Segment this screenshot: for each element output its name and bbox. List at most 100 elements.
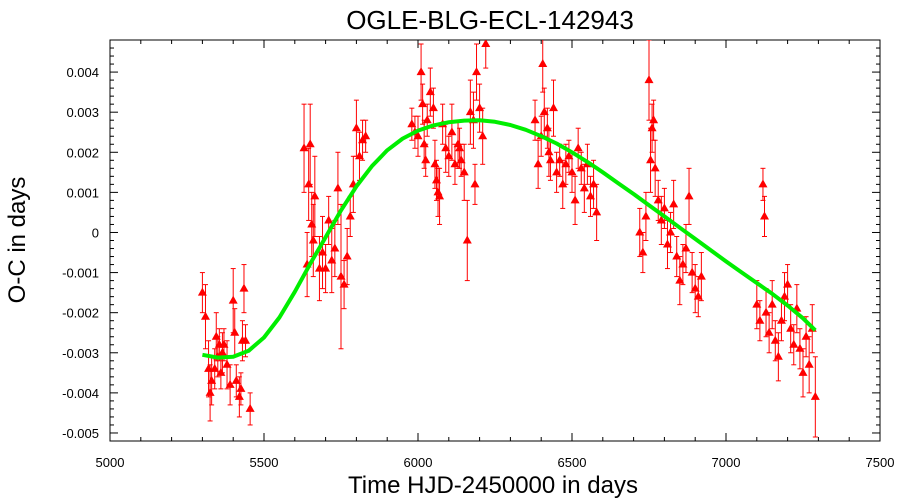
data-point-triangle [430, 159, 440, 168]
data-point-triangle [810, 391, 820, 400]
data-point-triangle [304, 179, 314, 188]
y-axis-label: O-C in days [4, 177, 31, 304]
data-point-triangle [333, 183, 343, 192]
data-point-triangle [555, 155, 565, 164]
data-point-triangle [678, 259, 688, 268]
data-point-triangle [299, 143, 309, 152]
data-point-triangle [318, 247, 328, 256]
data-point-triangle [801, 331, 811, 340]
data-point-triangle [425, 87, 435, 96]
y-tick-label: 0.001 [66, 185, 99, 200]
x-tick-label: 5500 [250, 455, 279, 470]
data-point-triangle [549, 103, 559, 112]
y-tick-label: -0.001 [62, 266, 99, 281]
data-point-triangle [314, 263, 324, 272]
data-point-triangle [441, 143, 451, 152]
data-point-triangle [773, 351, 783, 360]
data-point-triangle [354, 151, 364, 160]
data-point-triangle [336, 271, 346, 280]
data-point-triangle [542, 123, 552, 132]
data-point-triangle [776, 315, 786, 324]
data-point-triangle [310, 191, 320, 200]
fit-curve-group [202, 118, 817, 360]
data-point-triangle [758, 179, 768, 188]
data-point-triangle [558, 179, 568, 188]
data-point-triangle [205, 387, 215, 396]
data-point-triangle [567, 167, 577, 176]
data-point-triangle [339, 279, 349, 288]
chart-title: OGLE-BLG-ECL-142943 [346, 5, 634, 35]
data-point-triangle [231, 375, 241, 384]
data-point-triangle [305, 139, 315, 148]
data-point-triangle [669, 199, 679, 208]
data-point-triangle [222, 359, 232, 368]
x-tick-label: 5000 [96, 455, 125, 470]
data-point-triangle [561, 159, 571, 168]
data-point-triangle [236, 383, 246, 392]
data-point-triangle [767, 299, 777, 308]
data-point-triangle [462, 235, 472, 244]
x-tick-label: 6500 [558, 455, 587, 470]
data-point-triangle [459, 167, 469, 176]
data-point-triangle [666, 227, 676, 236]
data-point-triangle [783, 279, 793, 288]
data-point-triangle [635, 227, 645, 236]
data-point-triangle [653, 195, 663, 204]
data-point-triangle [422, 115, 432, 124]
data-point-triangle [200, 311, 210, 320]
data-point-triangle [659, 203, 669, 212]
data-point-triangle [760, 211, 769, 220]
y-axis: -0.005 -0.004 -0.003 -0.002 -0.001 0 0.001 0.00… [62, 39, 880, 442]
data-point-triangle [444, 151, 454, 160]
data-point-triangle [345, 211, 355, 220]
data-point-triangle [217, 347, 227, 356]
data-point-triangle [358, 135, 368, 144]
data-point-triangle [435, 191, 445, 200]
data-point-triangle [234, 391, 244, 400]
data-point-triangle [216, 367, 226, 376]
data-point-triangle [478, 131, 488, 140]
fit-curve [202, 118, 817, 360]
x-tick-label: 7000 [712, 455, 741, 470]
y-tick-label: 0.003 [66, 105, 99, 120]
data-point-triangle [650, 163, 660, 172]
data-point-triangle [239, 283, 249, 292]
data-point-triangle [780, 291, 790, 300]
data-point-triangle [407, 119, 417, 128]
data-point-triangle [538, 59, 548, 68]
data-point-triangle [219, 339, 229, 348]
data-point-triangle [533, 159, 543, 168]
data-point-triangle [456, 155, 466, 164]
y-tick-label: -0.004 [62, 386, 99, 401]
y-tick-label: 0 [92, 225, 99, 240]
error-bars [199, 40, 818, 438]
data-point-triangle [475, 103, 485, 112]
data-point-triangle [693, 291, 703, 300]
data-point-triangle [690, 283, 700, 292]
x-tick-label: 7500 [866, 455, 895, 470]
x-tick-label: 6000 [404, 455, 433, 470]
data-point-triangle [197, 287, 207, 296]
data-point-triangle [675, 275, 685, 284]
data-point-triangle [589, 179, 599, 188]
data-point-triangle [544, 147, 554, 156]
data-point-triangle [230, 327, 240, 336]
y-tick-label: 0.002 [66, 145, 99, 160]
data-point-triangle [770, 335, 780, 344]
data-point-triangle [413, 131, 423, 140]
data-point-triangle [681, 243, 691, 252]
data-point-triangle [684, 191, 694, 200]
data-point-triangle [795, 343, 805, 352]
data-point-triangle [481, 40, 491, 48]
data-point-triangle [662, 239, 672, 248]
plot-frame [109, 39, 881, 442]
data-point-triangle [646, 155, 656, 164]
y-tick-label: -0.002 [62, 306, 99, 321]
data-point-triangle [641, 211, 651, 220]
data-point-triangle [592, 207, 602, 216]
data-point-triangle [207, 375, 217, 384]
data-point-triangle [570, 195, 580, 204]
data-point-triangle [687, 267, 697, 276]
data-point-triangle [225, 379, 235, 388]
